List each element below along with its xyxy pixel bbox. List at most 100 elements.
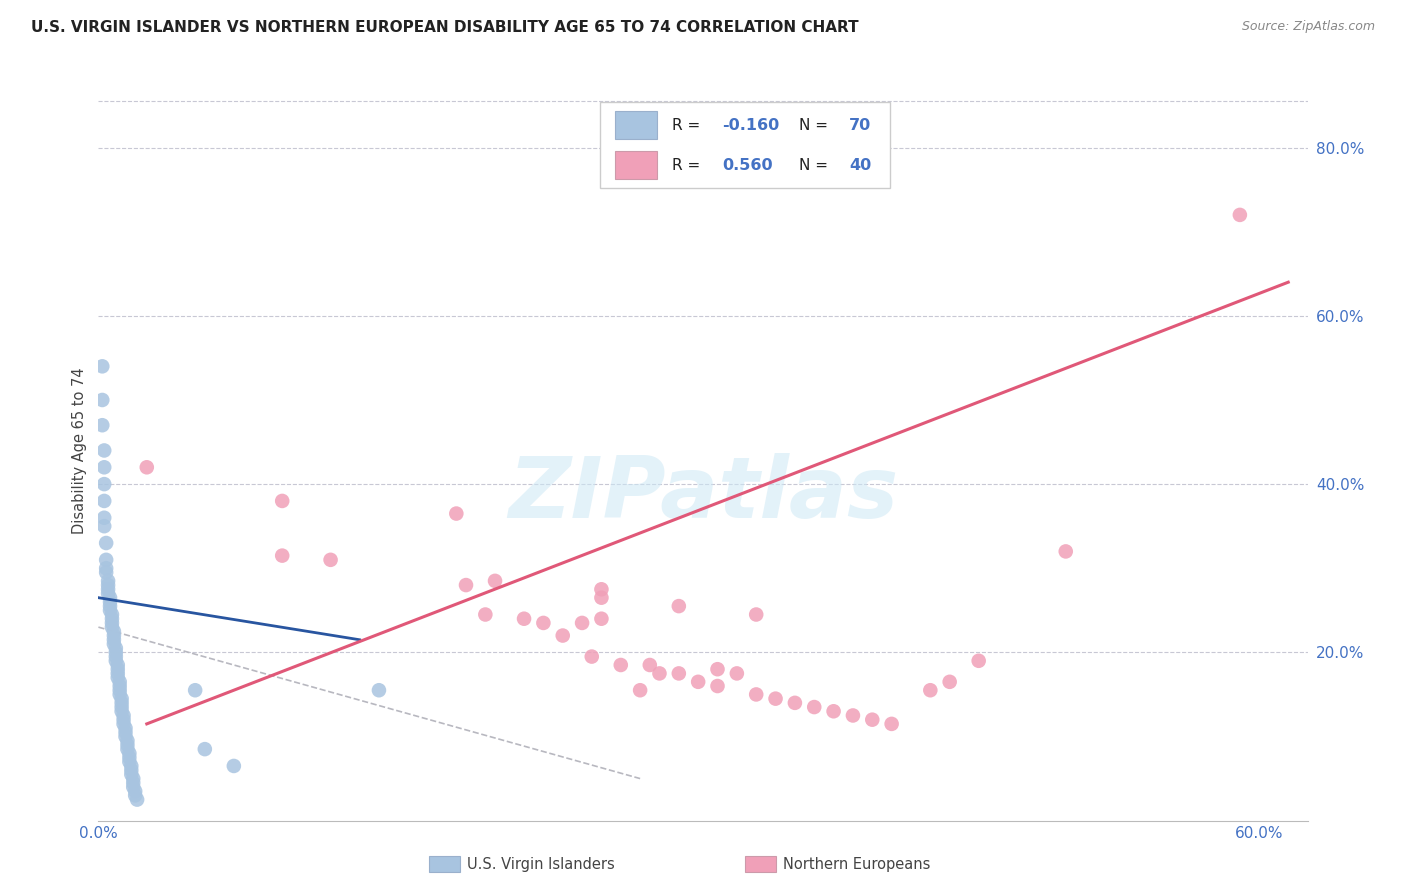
Point	[107, 671, 129, 685]
Text: N =: N =	[799, 158, 832, 172]
Point	[107, 666, 129, 681]
Point	[93, 443, 115, 458]
Point	[668, 666, 690, 681]
Text: 0.560: 0.560	[723, 158, 773, 172]
Point	[591, 582, 613, 597]
Y-axis label: Disability Age 65 to 74: Disability Age 65 to 74	[72, 368, 87, 533]
Point	[124, 784, 146, 798]
Point	[122, 776, 145, 790]
Point	[104, 641, 127, 656]
Point	[880, 717, 903, 731]
Point	[108, 679, 131, 693]
Text: 40: 40	[849, 158, 872, 172]
Point	[271, 549, 294, 563]
Point	[96, 561, 118, 575]
Point	[96, 536, 118, 550]
Point	[93, 510, 115, 524]
Point	[194, 742, 217, 756]
Point	[93, 494, 115, 508]
Point	[745, 607, 768, 622]
Point	[117, 733, 139, 747]
Point	[454, 578, 477, 592]
Point	[101, 620, 124, 634]
Point	[938, 674, 960, 689]
Point	[104, 645, 127, 659]
Point	[765, 691, 787, 706]
Point	[91, 418, 114, 433]
Point	[93, 519, 115, 533]
Point	[97, 578, 120, 592]
Point	[111, 704, 134, 718]
Point	[97, 574, 120, 588]
FancyBboxPatch shape	[614, 151, 657, 179]
Text: N =: N =	[799, 118, 832, 133]
Point	[122, 772, 145, 786]
Point	[120, 763, 142, 777]
Point	[222, 759, 245, 773]
Point	[101, 607, 124, 622]
Point	[628, 683, 651, 698]
Point	[120, 767, 142, 781]
Point	[98, 599, 121, 613]
Point	[93, 477, 115, 491]
Point	[648, 666, 671, 681]
Point	[103, 628, 125, 642]
Point	[117, 738, 139, 752]
Text: Source: ZipAtlas.com: Source: ZipAtlas.com	[1241, 20, 1375, 33]
Point	[127, 792, 149, 806]
Point	[591, 612, 613, 626]
Point	[107, 658, 129, 673]
Point	[571, 615, 593, 630]
FancyBboxPatch shape	[614, 111, 657, 139]
Point	[118, 755, 141, 769]
Point	[111, 700, 134, 714]
Point	[107, 662, 129, 676]
Point	[97, 586, 120, 600]
FancyBboxPatch shape	[600, 103, 890, 187]
Point	[135, 460, 157, 475]
Point	[114, 725, 136, 739]
Point	[103, 632, 125, 647]
Text: ZIPatlas: ZIPatlas	[508, 453, 898, 536]
Point	[112, 717, 135, 731]
Point	[706, 679, 728, 693]
Point	[725, 666, 748, 681]
Point	[551, 628, 574, 642]
Point	[96, 566, 118, 580]
Point	[474, 607, 496, 622]
Point	[122, 780, 145, 794]
Point	[688, 674, 710, 689]
Point	[368, 683, 391, 698]
Text: -0.160: -0.160	[723, 118, 779, 133]
Point	[97, 582, 120, 597]
Point	[745, 688, 768, 702]
Point	[104, 654, 127, 668]
Point	[120, 759, 142, 773]
Text: U.S. Virgin Islanders: U.S. Virgin Islanders	[467, 857, 614, 871]
Point	[446, 507, 468, 521]
Point	[111, 691, 134, 706]
Point	[271, 494, 294, 508]
Point	[803, 700, 825, 714]
Point	[108, 688, 131, 702]
Point	[842, 708, 865, 723]
Text: R =: R =	[672, 118, 704, 133]
Text: Northern Europeans: Northern Europeans	[783, 857, 931, 871]
Point	[1054, 544, 1077, 558]
Text: 70: 70	[849, 118, 872, 133]
Point	[184, 683, 207, 698]
Point	[98, 603, 121, 617]
Point	[706, 662, 728, 676]
Point	[118, 750, 141, 764]
Point	[531, 615, 554, 630]
Point	[112, 713, 135, 727]
Point	[112, 708, 135, 723]
Point	[111, 696, 134, 710]
Point	[103, 624, 125, 639]
Point	[98, 591, 121, 605]
Point	[1229, 208, 1251, 222]
Point	[823, 704, 845, 718]
Point	[783, 696, 806, 710]
Point	[610, 658, 633, 673]
Point	[101, 615, 124, 630]
